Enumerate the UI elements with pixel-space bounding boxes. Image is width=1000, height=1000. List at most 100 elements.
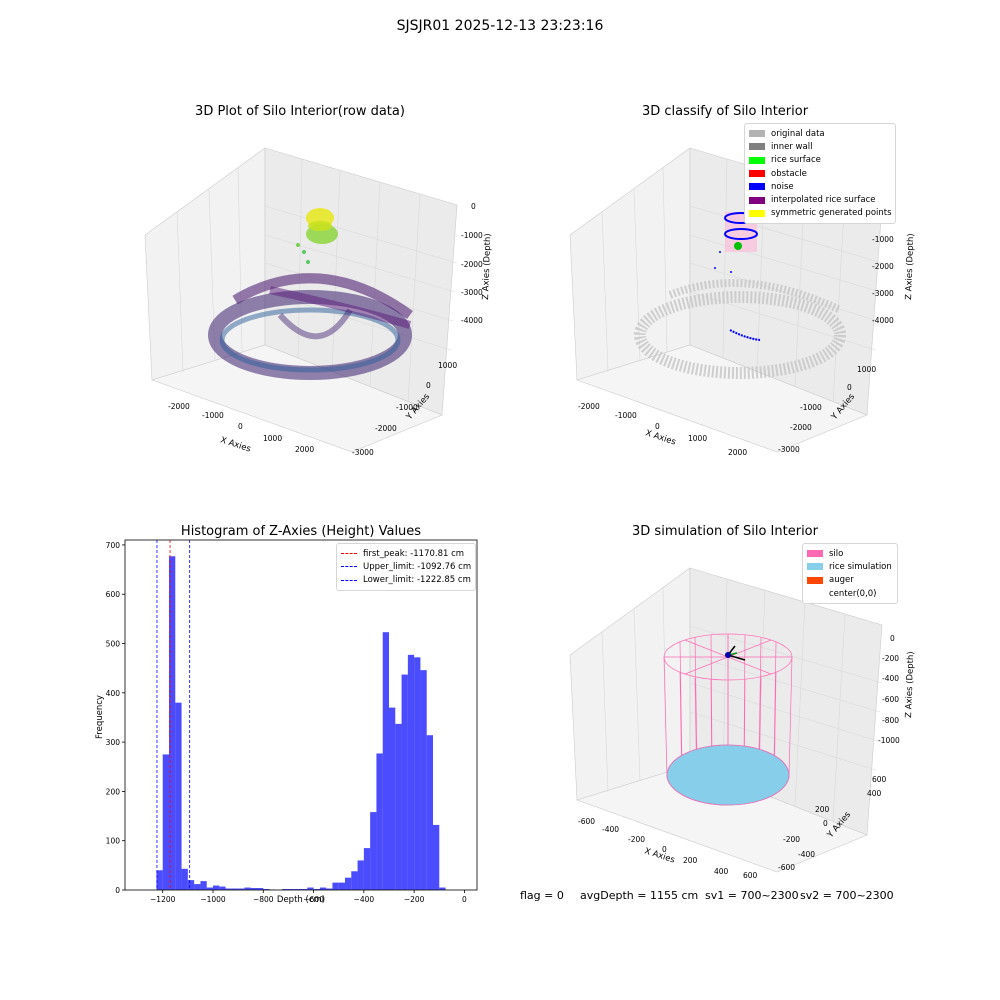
- histogram-bar: [206, 887, 213, 890]
- legend-swatch: [749, 156, 765, 164]
- histogram-bar: [181, 868, 188, 890]
- histogram-bar: [363, 848, 371, 890]
- legend-item: rice simulation: [807, 560, 893, 573]
- classify-y-ticks: 1000 0 -1000 -2000 -3000: [778, 365, 876, 454]
- histogram-bar: [313, 889, 320, 890]
- simulation-ztick: -400: [882, 674, 899, 683]
- classify-legend: original data inner wall rice surface ob…: [744, 123, 896, 225]
- simulation-xtick: -200: [628, 835, 645, 844]
- raw-xtick: 2000: [295, 445, 314, 454]
- legend-label: Lower_limit: -1222.85 cm: [363, 575, 471, 586]
- raw-ytick: 0: [426, 381, 431, 390]
- classify-xtick: 0: [655, 422, 660, 431]
- histogram-bar: [169, 556, 176, 890]
- histogram-bar: [407, 654, 415, 890]
- legend-item: original data: [749, 127, 891, 140]
- histogram-bar: [319, 887, 327, 890]
- simulation-3d-plot: -600 -400 -200 0 200 400 600 X Axies 600…: [569, 567, 916, 880]
- legend-label: interpolated rice surface: [771, 195, 876, 206]
- simulation-z-ticks: 0 -200 -400 -600 -800 -1000: [878, 634, 900, 745]
- legend-swatch: [807, 576, 823, 584]
- classify-xtick: -1000: [615, 411, 637, 420]
- raw-z-ticks: 0 -1000 -2000 -3000 -4000: [461, 202, 483, 325]
- simulation-xtick: 400: [714, 867, 729, 876]
- legend-item: rice surface: [749, 154, 891, 167]
- histogram-legend: first_peak: -1170.81 cm Upper_limit: -10…: [336, 543, 476, 591]
- classify-ytick: -2000: [790, 423, 812, 432]
- raw-xtick: 0: [238, 422, 243, 431]
- raw-plot-title: 3D Plot of Silo Interior(row data): [195, 104, 405, 119]
- legend-swatch: [749, 183, 765, 191]
- simulation-ytick: -200: [783, 835, 800, 844]
- y-tick-label: 100: [106, 837, 121, 846]
- simulation-xtick: 600: [743, 871, 758, 880]
- histogram-bar: [351, 871, 358, 890]
- simulation-ytick: 200: [815, 805, 830, 814]
- legend-label: Upper_limit: -1092.76 cm: [363, 561, 472, 572]
- y-tick-label: 300: [106, 738, 121, 747]
- histogram-bar: [439, 887, 446, 890]
- legend-item: symmetric generated points: [749, 207, 892, 220]
- classify-xtick: 2000: [728, 448, 747, 457]
- histogram-bar: [332, 882, 339, 890]
- raw-left-pane: [144, 147, 266, 381]
- raw-ztick: -4000: [461, 316, 483, 325]
- simulation-ztick: -800: [882, 716, 899, 725]
- classify-plot-title: 3D classify of Silo Interior: [641, 104, 809, 119]
- histogram-y-label: Frequency: [95, 695, 105, 739]
- raw-ytick: -1000: [396, 403, 418, 412]
- histogram-frame: [124, 539, 478, 891]
- classify-gridlines: [601, 158, 883, 403]
- y-tick-label: 600: [106, 590, 121, 599]
- simulation-plot-title: 3D simulation of Silo Interior: [632, 524, 818, 539]
- histogram-y-ticks: 0 100 200 300 400 500 600 700: [106, 541, 125, 895]
- x-tick-label: −400: [354, 895, 375, 904]
- classify-ytick: 1000: [857, 365, 876, 374]
- legend-item: silo: [807, 547, 893, 560]
- classify-xtick: 1000: [688, 434, 707, 443]
- simulation-xtick: 0: [662, 845, 667, 854]
- histogram-bar: [433, 824, 440, 890]
- simulation-legend: silo rice simulation auger center(0,0): [802, 543, 898, 605]
- histogram-bar: [156, 870, 163, 890]
- histogram-bar: [288, 889, 295, 890]
- raw-xtick: -2000: [168, 402, 190, 411]
- histogram-bar: [213, 885, 220, 890]
- x-tick-label: 0: [462, 895, 467, 904]
- raw-3d-plot: -2000 -1000 0 1000 2000 X Axies 1000 0 -…: [144, 147, 493, 457]
- simulation-x-label: X Axies: [643, 846, 676, 865]
- classify-z-label: Z Axies (Depth): [904, 233, 916, 300]
- legend-swatch: [749, 170, 765, 178]
- histogram-reference-lines: [156, 540, 191, 890]
- classify-ztick: -4000: [872, 316, 894, 325]
- legend-item: center(0,0): [807, 587, 893, 600]
- legend-label: auger: [829, 575, 854, 586]
- classify-left-pane: [569, 147, 691, 381]
- raw-xtick: -1000: [202, 411, 224, 420]
- histogram-bar: [420, 670, 427, 890]
- histogram-bar: [395, 723, 402, 890]
- simulation-ytick: -400: [798, 850, 815, 859]
- histogram-bar: [175, 702, 182, 890]
- histogram-bar: [338, 882, 345, 890]
- histogram-bar: [307, 887, 314, 890]
- classify-ztick: -1000: [872, 235, 894, 244]
- simulation-xtick: -600: [578, 817, 595, 826]
- simulation-ytick: 400: [867, 789, 882, 798]
- legend-swatch: [749, 143, 765, 151]
- raw-x-label: X Axies: [219, 435, 252, 454]
- simulation-z-label: Z Axies (Depth): [904, 651, 916, 718]
- histogram-bar: [326, 888, 333, 890]
- legend-label: original data: [771, 128, 825, 139]
- sv1-status: sv1 = 700~2300: [705, 889, 799, 902]
- classify-floor-pane: [576, 344, 868, 453]
- flag-status: flag = 0: [520, 889, 564, 902]
- y-tick-label: 700: [106, 541, 121, 550]
- legend-item: first_peak: -1170.81 cm: [341, 547, 471, 560]
- histogram-bar: [370, 812, 377, 890]
- simulation-rice-surface: [666, 744, 790, 806]
- raw-ytick: 1000: [438, 361, 457, 370]
- simulation-ztick: -1000: [878, 736, 900, 745]
- histogram-bar: [301, 889, 308, 890]
- classify-floor-points: [634, 279, 846, 379]
